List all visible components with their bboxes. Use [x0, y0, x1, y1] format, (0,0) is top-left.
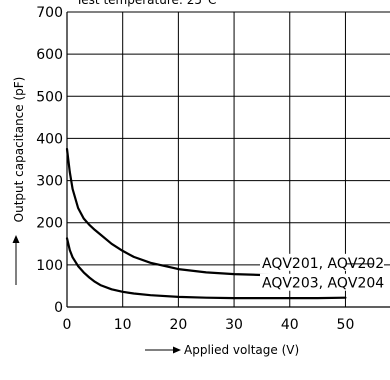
x-tick-label: 50 [337, 317, 355, 333]
y-tick-label: 0 [54, 300, 63, 316]
grid [67, 11, 390, 307]
series-annotation-2: AQV203, AQV204 [262, 276, 384, 292]
x-tick-label: 10 [114, 317, 132, 333]
chart-note: Test temperature: 25°C [75, 0, 216, 7]
x-tick-label: 0 [63, 317, 72, 333]
y-tick-label: 500 [36, 89, 63, 105]
y-axis-label: Output capacitance (pF) [12, 77, 26, 223]
y-arrow-head [12, 235, 20, 243]
y-tick-label: 200 [36, 216, 63, 232]
y-tick-label: 600 [36, 47, 63, 63]
axis-labels: AQV201, AQV202 AQV203, AQV204 Test tempera… [12, 0, 384, 357]
x-tick-label: 20 [169, 317, 187, 333]
x-axis-label: Applied voltage (V) [184, 343, 299, 357]
y-tick-label: 100 [36, 258, 63, 274]
axes [66, 12, 390, 308]
x-tick-label: 40 [281, 317, 299, 333]
annotation-bg [260, 273, 384, 291]
y-tick-label: 400 [36, 131, 63, 147]
x-tick-label: 30 [225, 317, 243, 333]
series-annotation-1: AQV201, AQV202 [262, 256, 384, 272]
y-tick-label: 700 [36, 5, 63, 21]
tick-labels: 0 100 200 300 400 500 600 700 0 10 20 30 40 50 [36, 5, 354, 333]
series-line-2 [65, 237, 347, 300]
y-tick-label: 300 [36, 174, 63, 190]
x-arrow-head [173, 346, 181, 354]
annotation-bg [260, 253, 384, 271]
